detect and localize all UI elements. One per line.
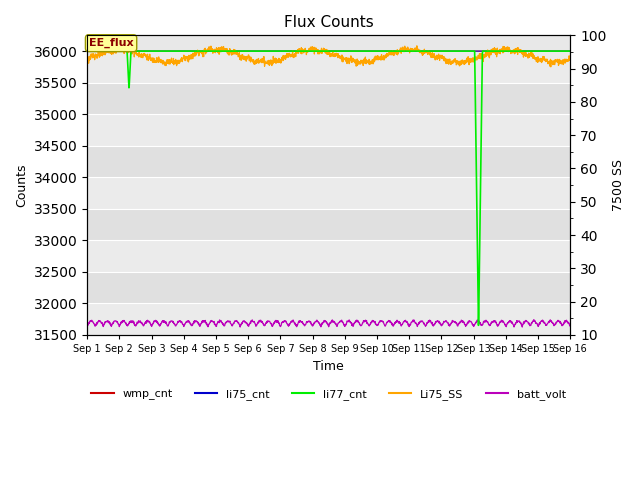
Y-axis label: 7500 SS: 7500 SS [612,159,625,211]
Bar [87,303,570,335]
Bar [87,83,570,114]
Bar [87,146,570,177]
Legend: wmp_cnt, li75_cnt, li77_cnt, Li75_SS, batt_volt: wmp_cnt, li75_cnt, li77_cnt, Li75_SS, ba… [87,384,570,404]
Bar [87,240,570,272]
Bar [87,114,570,146]
Y-axis label: Counts: Counts [15,163,28,207]
Bar [87,177,570,209]
Bar [87,51,570,83]
Title: Flux Counts: Flux Counts [284,15,374,30]
X-axis label: Time: Time [314,360,344,372]
Bar [87,209,570,240]
Bar [87,272,570,303]
Text: EE_flux: EE_flux [89,38,133,48]
